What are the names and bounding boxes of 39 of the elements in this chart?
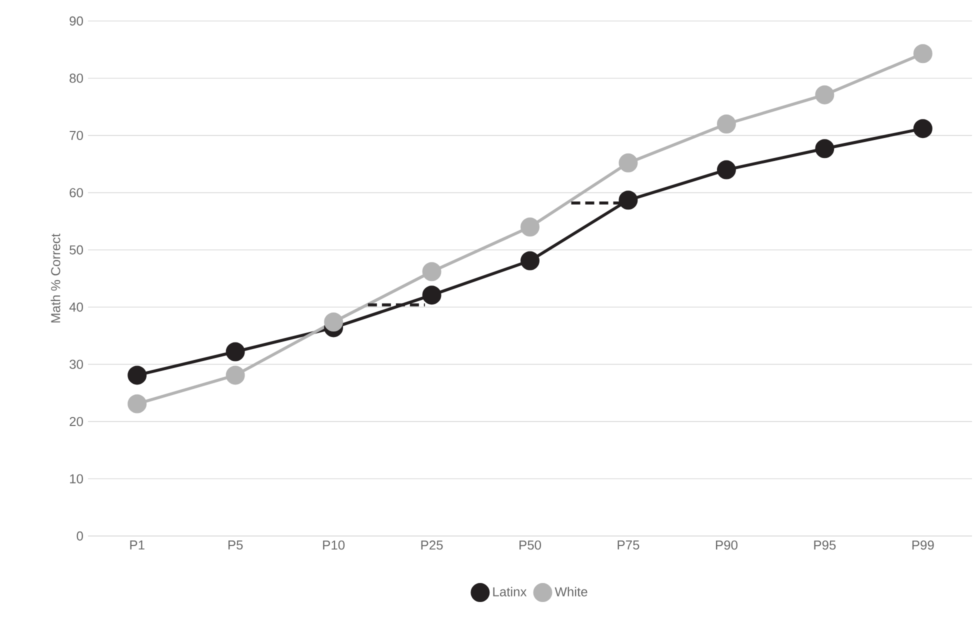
y-tick-label: 50 xyxy=(70,245,83,254)
x-tick-label: P95 xyxy=(814,540,836,550)
point xyxy=(422,286,442,305)
y-tick-label: 10 xyxy=(70,474,83,484)
x-tick-label: P5 xyxy=(228,540,243,550)
point xyxy=(422,262,442,282)
legend-label: White xyxy=(554,586,588,596)
point xyxy=(716,160,736,180)
legend-label: Latinx xyxy=(493,586,527,596)
y-tick-label: 40 xyxy=(69,302,83,312)
x-tick-label: P1 xyxy=(130,540,144,550)
point xyxy=(716,114,736,134)
point xyxy=(128,366,147,385)
y-tick-label: 70 xyxy=(70,130,83,140)
point xyxy=(815,85,834,104)
point xyxy=(913,119,932,138)
x-tick-label: P90 xyxy=(716,540,738,550)
x-tick-label: P99 xyxy=(912,540,934,550)
point xyxy=(815,139,834,158)
point xyxy=(618,153,638,172)
point xyxy=(618,190,638,210)
y-tick-label: 30 xyxy=(70,360,83,369)
point xyxy=(324,312,344,332)
point xyxy=(520,218,540,236)
x-tick-label: P10 xyxy=(323,540,345,550)
point xyxy=(226,366,245,385)
y-tick-label: 0 xyxy=(76,531,83,541)
x-tick-label: P75 xyxy=(618,540,640,550)
point xyxy=(913,44,932,64)
y-tick-label: 80 xyxy=(70,74,83,83)
y-tick-label: 90 xyxy=(70,16,83,26)
y-tick-label: 20 xyxy=(70,416,83,426)
y-axis-title: Math % Correct xyxy=(50,234,60,322)
y-tick-label: 60 xyxy=(70,188,83,198)
x-tick-label: P25 xyxy=(421,540,443,550)
point xyxy=(128,394,147,414)
point xyxy=(520,251,540,270)
point xyxy=(226,342,245,362)
x-tick-label: P50 xyxy=(520,540,542,550)
